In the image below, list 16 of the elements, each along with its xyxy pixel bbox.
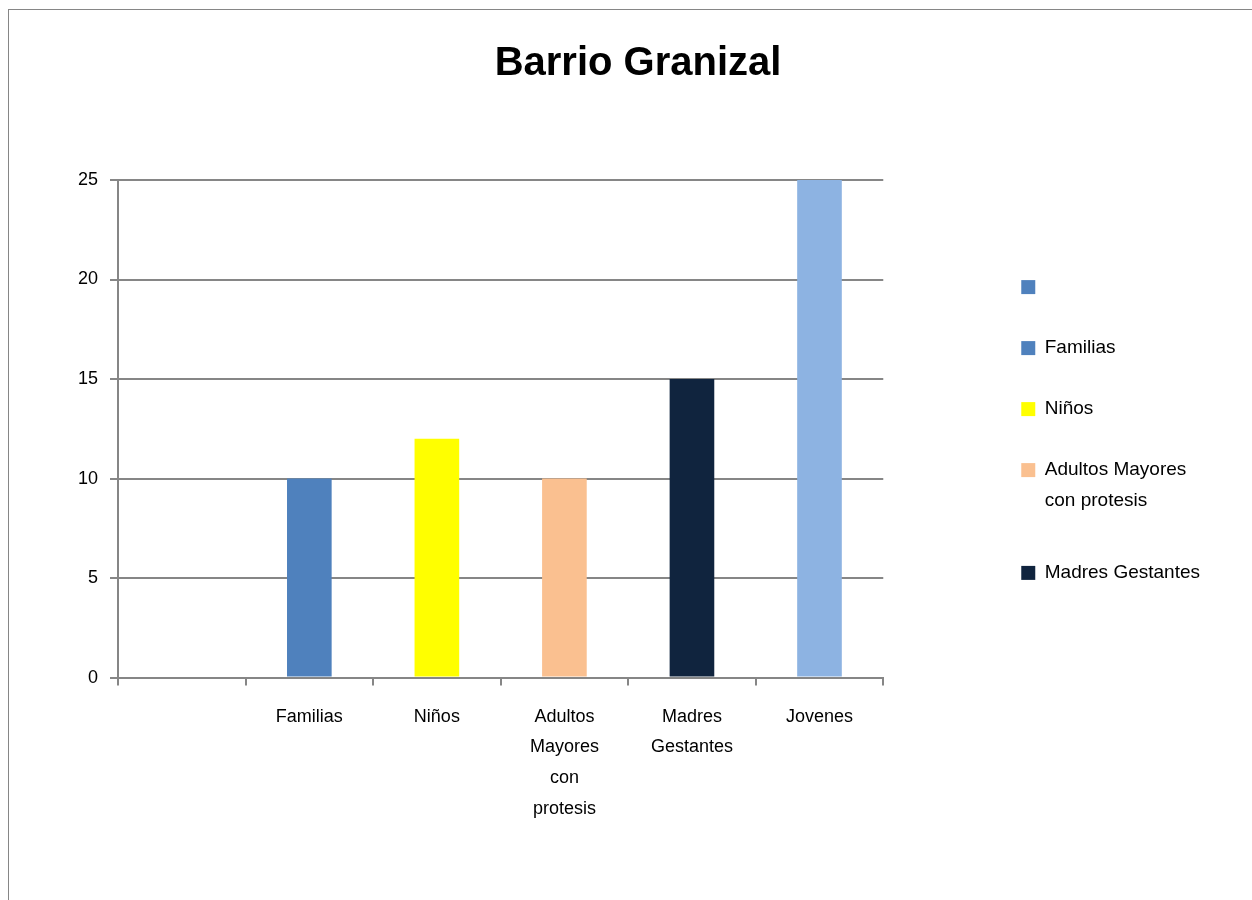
- y-tick-label: 5: [88, 567, 99, 588]
- y-tick-label: 10: [77, 467, 99, 488]
- y-tick-label: 20: [77, 268, 99, 289]
- legend-label: Adultos Mayores con protesis: [1044, 458, 1187, 510]
- legend-label: Familias: [1044, 336, 1116, 358]
- y-tick-label: 15: [77, 368, 99, 389]
- legend-label: Madres Gestantes: [1044, 561, 1201, 583]
- y-tick-label: 25: [77, 168, 99, 189]
- y-tick-label: 0: [88, 666, 99, 687]
- x-tick-label: Madres Gestantes: [650, 705, 733, 757]
- x-tick-label: Jovenes: [785, 705, 854, 726]
- x-tick-label: Adultos Mayores con protesis: [529, 705, 599, 818]
- chart-title: Barrio Granizal: [494, 39, 782, 84]
- x-tick-label: Niños: [413, 705, 460, 726]
- x-tick-label: Familias: [275, 705, 343, 726]
- legend-label: Niños: [1044, 397, 1094, 419]
